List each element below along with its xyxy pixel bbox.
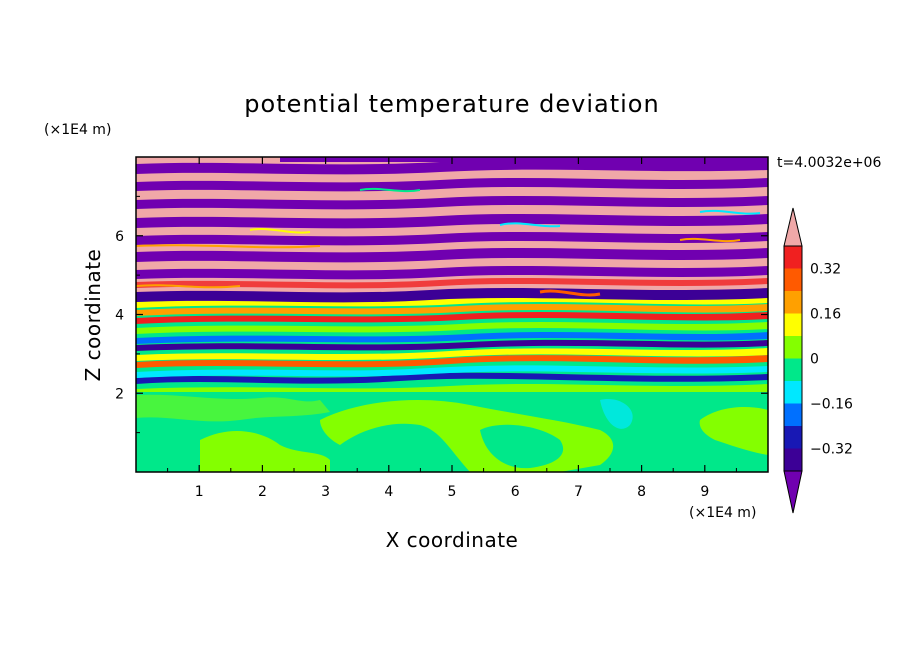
- colorbar-segment: [784, 291, 802, 314]
- upper-band: [136, 278, 768, 289]
- lower-patch: [136, 394, 330, 422]
- interface-streak: [699, 209, 761, 215]
- interface-streak: [539, 289, 601, 297]
- y-axis: 2 4 6: [115, 195, 768, 434]
- colorbar-segment: [784, 358, 802, 381]
- middle-region: [136, 296, 768, 392]
- interface-streak: [249, 228, 311, 234]
- lower-patch: [200, 430, 330, 472]
- colorbar-over-triangle: [783, 207, 803, 247]
- colorbar-label: 0: [810, 352, 819, 368]
- x-unit-label: (×1E4 m): [689, 505, 756, 521]
- colorbar-label: 0.16: [810, 307, 841, 323]
- colorbar-segment: [784, 246, 802, 269]
- interface-streak: [136, 244, 321, 249]
- colorbar-segment: [784, 403, 802, 426]
- x-tick-label: 7: [574, 484, 583, 500]
- time-label: t=4.0032e+06: [777, 155, 881, 171]
- upper-band: [136, 214, 768, 229]
- colorbar-frame: [783, 245, 803, 472]
- colorbar-under-triangle: [783, 470, 803, 514]
- x-axis: 1 2 3 4 5 6 7 8 9: [167, 157, 737, 500]
- upper-band: [136, 266, 768, 280]
- colorbar-segment: [784, 381, 802, 404]
- x-tick-label: 6: [511, 484, 520, 500]
- interface-streak: [499, 222, 561, 228]
- middle-band: [136, 348, 768, 361]
- y-tick-label: 2: [115, 386, 124, 402]
- middle-band: [136, 339, 768, 351]
- upper-band: [280, 157, 768, 162]
- x-tick-label: 5: [448, 484, 457, 500]
- upper-region: [136, 157, 768, 303]
- x-tick-label: 8: [637, 484, 646, 500]
- colorbar-segment: [784, 448, 802, 471]
- colorbar-label: −0.32: [810, 442, 853, 458]
- colorbar-label: −0.16: [810, 397, 853, 413]
- upper-band: [136, 178, 768, 192]
- interface-streak: [679, 237, 741, 243]
- y-unit-label: (×1E4 m): [44, 122, 111, 138]
- colorbar-segment: [784, 336, 802, 359]
- chart-title: potential temperature deviation: [244, 90, 659, 118]
- x-tick-label: 9: [700, 484, 709, 500]
- middle-band: [136, 332, 768, 344]
- lower-patch: [600, 399, 633, 429]
- middle-band: [136, 355, 768, 368]
- x-tick-label: 2: [258, 484, 267, 500]
- middle-band: [136, 322, 768, 334]
- lower-region: [136, 392, 768, 472]
- x-axis-label: X coordinate: [386, 528, 519, 552]
- plot-area: [136, 157, 768, 472]
- interface-streak: [359, 187, 421, 193]
- middle-band: [136, 312, 768, 324]
- upper-band: [136, 232, 768, 246]
- upper-band: [136, 248, 768, 263]
- x-tick-label: 3: [321, 484, 330, 500]
- colorbar-segment: [784, 313, 802, 336]
- middle-band: [136, 304, 768, 316]
- lower-patch: [480, 424, 564, 469]
- y-tick-label: 4: [115, 308, 124, 324]
- middle-band: [136, 384, 768, 392]
- x-tick-label: 1: [195, 484, 204, 500]
- colorbar-segment: [784, 426, 802, 449]
- middle-band: [136, 365, 768, 378]
- middle-band: [136, 372, 768, 384]
- upper-band: [136, 288, 768, 303]
- colorbar-segment: [784, 268, 802, 291]
- y-tick-label: 6: [115, 229, 124, 245]
- upper-band: [136, 160, 768, 175]
- lower-patch: [699, 407, 768, 455]
- interface-streak: [136, 284, 241, 289]
- y-axis-label: Z coordinate: [81, 249, 105, 382]
- colorbar-label: 0.32: [810, 262, 841, 278]
- colorbar: 0.32 0.16 0 −0.16 −0.32: [783, 207, 853, 514]
- x-tick-label: 4: [384, 484, 393, 500]
- upper-band: [136, 196, 768, 210]
